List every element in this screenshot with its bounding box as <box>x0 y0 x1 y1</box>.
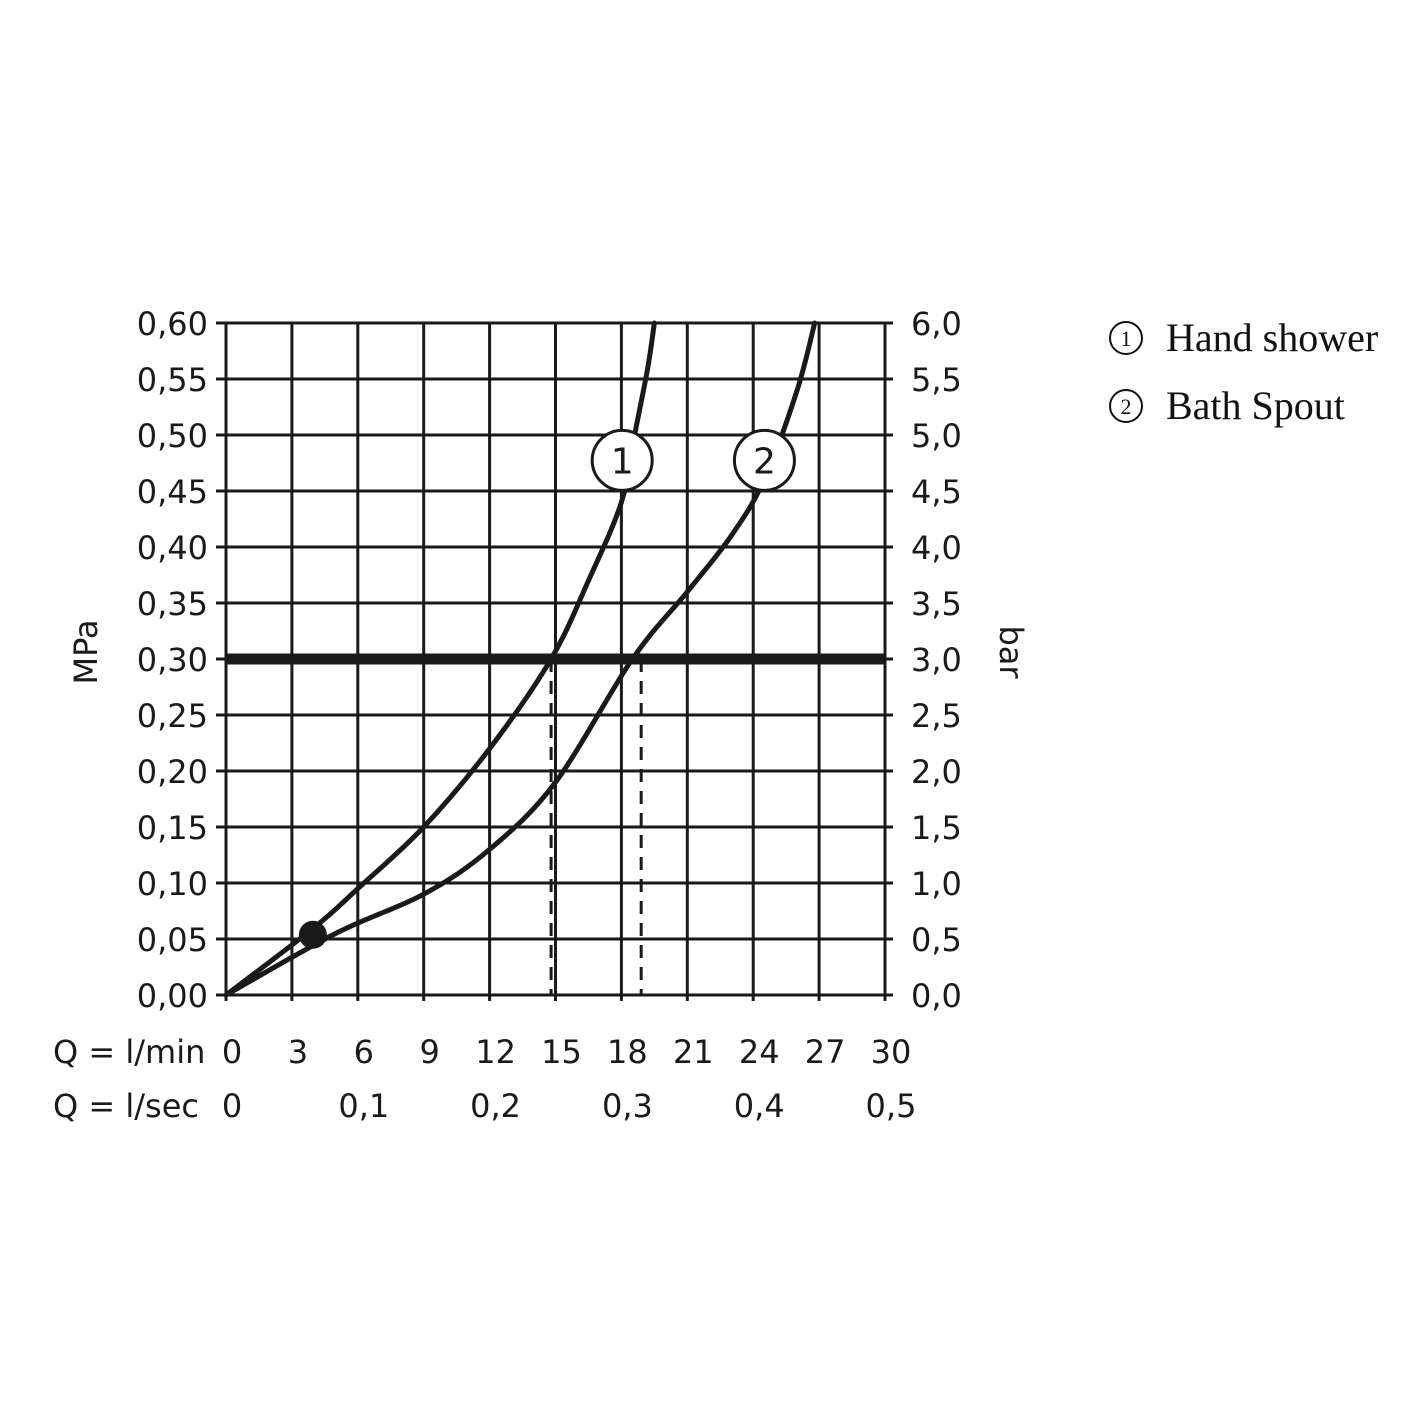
x-tick-label-lsec: 0,3 <box>602 1087 653 1125</box>
y-tick-label-left: 0,05 <box>137 921 208 959</box>
x-tick-label-lmin: 15 <box>541 1033 582 1071</box>
y-tick-label-left: 0,40 <box>137 529 208 567</box>
legend: 1 Hand shower 2 Bath Spout <box>1109 315 1378 428</box>
y-tick-label-right: 5,0 <box>911 417 962 455</box>
y-tick-label-right: 5,5 <box>911 361 962 399</box>
y-tick-label-left: 0,20 <box>137 753 208 791</box>
y-tick-label-right: 2,0 <box>911 753 962 791</box>
y-tick-label-right: 3,0 <box>911 641 962 679</box>
y-tick-label-right: 3,5 <box>911 585 962 623</box>
y-tick-label-left: 0,55 <box>137 361 208 399</box>
legend-number: 1 <box>1121 326 1132 351</box>
y-tick-label-right: 1,5 <box>911 809 962 847</box>
y-tick-label-left: 0,50 <box>137 417 208 455</box>
curve-label-number: 2 <box>753 441 776 482</box>
y-tick-label-right: 1,0 <box>911 865 962 903</box>
y-tick-label-right: 4,0 <box>911 529 962 567</box>
y-tick-label-left: 0,25 <box>137 697 208 735</box>
x-tick-label-lmin: 0 <box>222 1033 242 1071</box>
curve-label-circle <box>732 428 796 492</box>
y-tick-label-left: 0,35 <box>137 585 208 623</box>
y-axis-label-right: bar <box>992 625 1030 679</box>
tick-labels: 0,000,050,100,150,200,250,300,350,400,45… <box>137 305 962 1125</box>
x-tick-label-lmin: 12 <box>475 1033 516 1071</box>
x-tick-label-lsec: 0,5 <box>866 1087 917 1125</box>
x-tick-label-lsec: 0,1 <box>338 1087 389 1125</box>
x-tick-label-lsec: 0,4 <box>734 1087 785 1125</box>
x-tick-label-lmin: 18 <box>607 1033 648 1071</box>
y-tick-label-left: 0,60 <box>137 305 208 343</box>
legend-item-2: 2 Bath Spout <box>1109 383 1345 428</box>
y-tick-label-right: 2,5 <box>911 697 962 735</box>
data-point-marker <box>298 920 327 949</box>
x-tick-label-lmin: 21 <box>673 1033 714 1071</box>
curve-label-circle <box>590 428 654 492</box>
legend-number-circle <box>1109 321 1143 355</box>
y-tick-label-left: 0,10 <box>137 865 208 903</box>
x-tick-label-lsec: 0 <box>222 1087 242 1125</box>
legend-number: 2 <box>1121 394 1132 419</box>
dashed-drop-lines <box>549 659 643 995</box>
x-tick-label-lsec: 0,2 <box>470 1087 521 1125</box>
x-tick-label-lmin: 24 <box>739 1033 780 1071</box>
x-tick-label-lmin: 30 <box>871 1033 912 1071</box>
legend-label: Hand shower <box>1166 315 1378 360</box>
y-tick-label-right: 4,5 <box>911 473 962 511</box>
legend-item-1: 1 Hand shower <box>1109 315 1378 360</box>
y-tick-label-right: 0,5 <box>911 921 962 959</box>
x-tick-label-lmin: 27 <box>805 1033 846 1071</box>
legend-label: Bath Spout <box>1166 383 1345 428</box>
y-tick-label-right: 0,0 <box>911 977 962 1015</box>
x-tick-label-lmin: 6 <box>354 1033 374 1071</box>
y-tick-label-left: 0,45 <box>137 473 208 511</box>
y-tick-label-left: 0,30 <box>137 641 208 679</box>
x-axis-label-lsec: Q = l/sec <box>53 1087 199 1125</box>
x-axis-label-lmin: Q = l/min <box>53 1033 205 1071</box>
y-tick-label-right: 6,0 <box>911 305 962 343</box>
x-tick-label-lmin: 9 <box>420 1033 440 1071</box>
y-tick-label-left: 0,15 <box>137 809 208 847</box>
x-tick-label-lmin: 3 <box>288 1033 308 1071</box>
curve-label-number: 1 <box>611 441 634 482</box>
curve-line-1 <box>223 320 657 998</box>
y-tick-label-left: 0,00 <box>137 977 208 1015</box>
y-axis-label-left: MPa <box>67 619 105 684</box>
legend-number-circle <box>1109 389 1143 423</box>
